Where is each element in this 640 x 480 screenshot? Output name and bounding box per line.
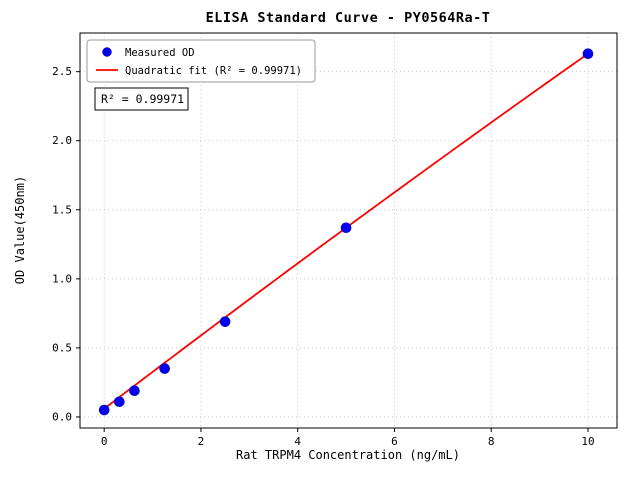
legend-label-measured-od: Measured OD <box>125 47 195 59</box>
legend: Measured OD Quadratic fit (R² = 0.99971) <box>86 39 316 83</box>
annotation-text: R² = 0.99971 <box>101 92 184 106</box>
y-tick-label: 1.0 <box>52 272 72 285</box>
y-tick-label: 1.5 <box>52 203 72 216</box>
y-tick-label: 0.5 <box>52 341 72 354</box>
x-tick-label: 6 <box>391 435 398 448</box>
x-tick-label: 10 <box>581 435 594 448</box>
data-point <box>340 222 352 234</box>
data-point <box>582 48 594 60</box>
r-squared-annotation: R² = 0.99971 <box>94 87 189 111</box>
y-tick-label: 0.0 <box>52 410 72 423</box>
gridlines <box>80 33 617 428</box>
axis-ticks <box>76 71 589 432</box>
legend-frame <box>86 39 316 83</box>
legend-marker-measured-od <box>102 47 112 57</box>
data-point <box>219 316 231 327</box>
chart-title: ELISA Standard Curve - PY0564Ra-T <box>206 10 491 26</box>
x-tick-label: 8 <box>488 435 495 448</box>
x-axis-label: Rat TRPM4 Concentration (ng/mL) <box>236 448 460 462</box>
data-point <box>98 404 110 416</box>
x-tick-label: 2 <box>198 435 205 448</box>
data-point <box>114 396 125 408</box>
series-layer <box>98 48 594 416</box>
y-tick-label: 2.5 <box>52 65 72 78</box>
data-point <box>129 385 140 397</box>
legend-label-quadratic-fit: Quadratic fit (R² = 0.99971) <box>125 65 302 77</box>
tick-labels: 0 2 4 6 8 10 0.0 0.5 1.0 1.5 2.0 2.5 <box>52 65 594 448</box>
plot-border <box>79 32 618 429</box>
x-tick-label: 0 <box>101 435 108 448</box>
y-tick-label: 2.0 <box>52 134 72 147</box>
data-point <box>159 363 170 374</box>
y-axis-label: OD Value(450nm) <box>13 176 27 284</box>
annotation-frame <box>94 87 189 111</box>
x-tick-label: 4 <box>294 435 301 448</box>
